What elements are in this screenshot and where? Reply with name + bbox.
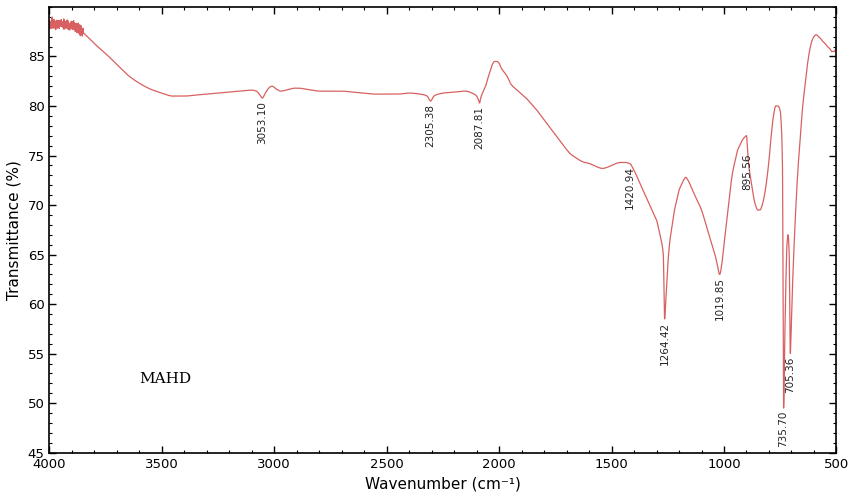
Text: 1019.85: 1019.85 — [715, 277, 724, 320]
Y-axis label: Transmittance (%): Transmittance (%) — [7, 160, 22, 300]
Text: 705.36: 705.36 — [785, 357, 795, 393]
X-axis label: Wavenumber (cm⁻¹): Wavenumber (cm⁻¹) — [365, 476, 520, 491]
Text: 2305.38: 2305.38 — [425, 104, 436, 147]
Text: 1420.94: 1420.94 — [624, 166, 634, 209]
Text: 895.56: 895.56 — [742, 153, 752, 190]
Text: 735.70: 735.70 — [778, 411, 788, 447]
Text: MAHD: MAHD — [140, 373, 192, 386]
Text: 1264.42: 1264.42 — [659, 322, 669, 365]
Text: 2087.81: 2087.81 — [474, 106, 484, 149]
Text: 3053.10: 3053.10 — [258, 101, 267, 144]
